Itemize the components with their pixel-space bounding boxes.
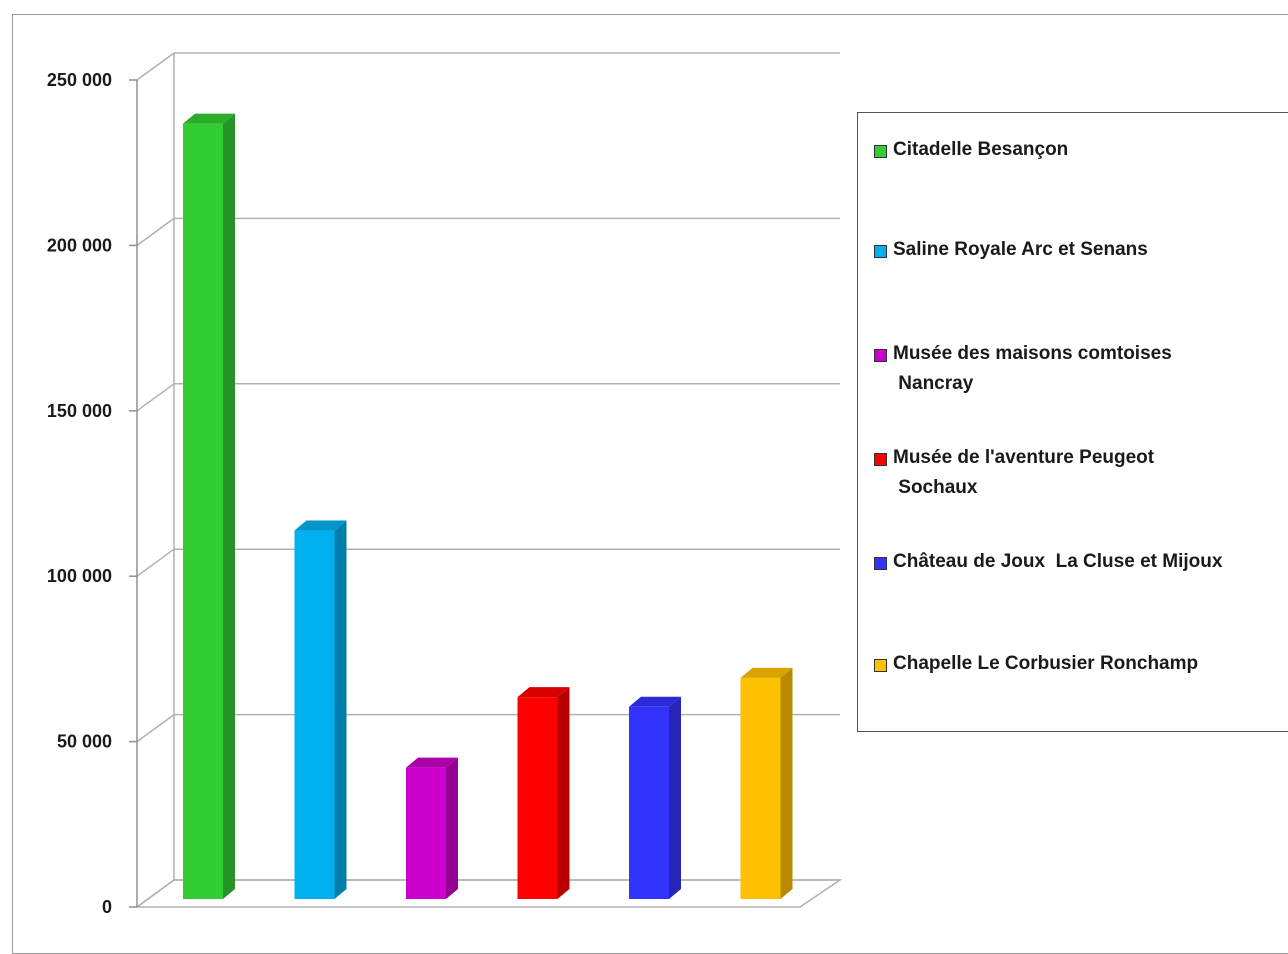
legend-swatch (874, 557, 887, 570)
y-tick-label: 250 000 (47, 70, 112, 90)
legend-label: Citadelle Besançon (893, 139, 1069, 160)
bar (740, 667, 793, 899)
y-tick-label: 100 000 (47, 566, 112, 586)
bar (517, 687, 570, 899)
legend-item: Saline Royale Arc et Senans (874, 239, 1148, 265)
bar (183, 113, 235, 899)
gridline-side (136, 713, 175, 743)
legend-label: Saline Royale Arc et Senans (893, 239, 1148, 260)
gridline-side (136, 217, 175, 247)
legend-swatch (874, 453, 887, 466)
bar (629, 696, 681, 899)
gridline-side (136, 548, 175, 577)
legend-swatch (874, 349, 887, 362)
legend-item: Chapelle Le Corbusier Ronchamp (874, 653, 1198, 679)
legend-item: Musée de l'aventure Peugeot Sochaux (874, 447, 1154, 503)
y-tick-label: 200 000 (47, 235, 112, 255)
legend-item: Musée des maisons comtoises Nancray (874, 343, 1172, 399)
legend-label: Musée des maisons comtoises Nancray (893, 343, 1172, 394)
legend-label: Chapelle Le Corbusier Ronchamp (893, 653, 1199, 674)
y-axis (129, 53, 175, 908)
legend-label: Château de Joux La Cluse et Mijoux (893, 551, 1223, 572)
legend: Citadelle Besançon Saline Royale Arc et S… (857, 112, 1288, 732)
bar (294, 520, 347, 899)
y-tick-label: 150 000 (47, 401, 112, 421)
gridline-side (136, 52, 175, 81)
y-tick-label: 0 (102, 897, 112, 917)
y-tick-labels: 0 50 000 100 000 150 000 200 000 250 000 (47, 70, 112, 917)
gridlines (134, 52, 843, 908)
bar (406, 757, 458, 899)
bars (183, 113, 793, 899)
chart-floor (134, 879, 843, 908)
legend-swatch (874, 245, 887, 258)
gridline-side (136, 383, 175, 412)
legend-item: Citadelle Besançon (874, 139, 1068, 165)
legend-item: Château de Joux La Cluse et Mijoux (874, 551, 1222, 577)
y-tick-label: 50 000 (57, 732, 112, 752)
legend-label: Musée de l'aventure Peugeot Sochaux (893, 447, 1155, 498)
legend-swatch (874, 659, 887, 672)
legend-swatch (874, 145, 887, 158)
